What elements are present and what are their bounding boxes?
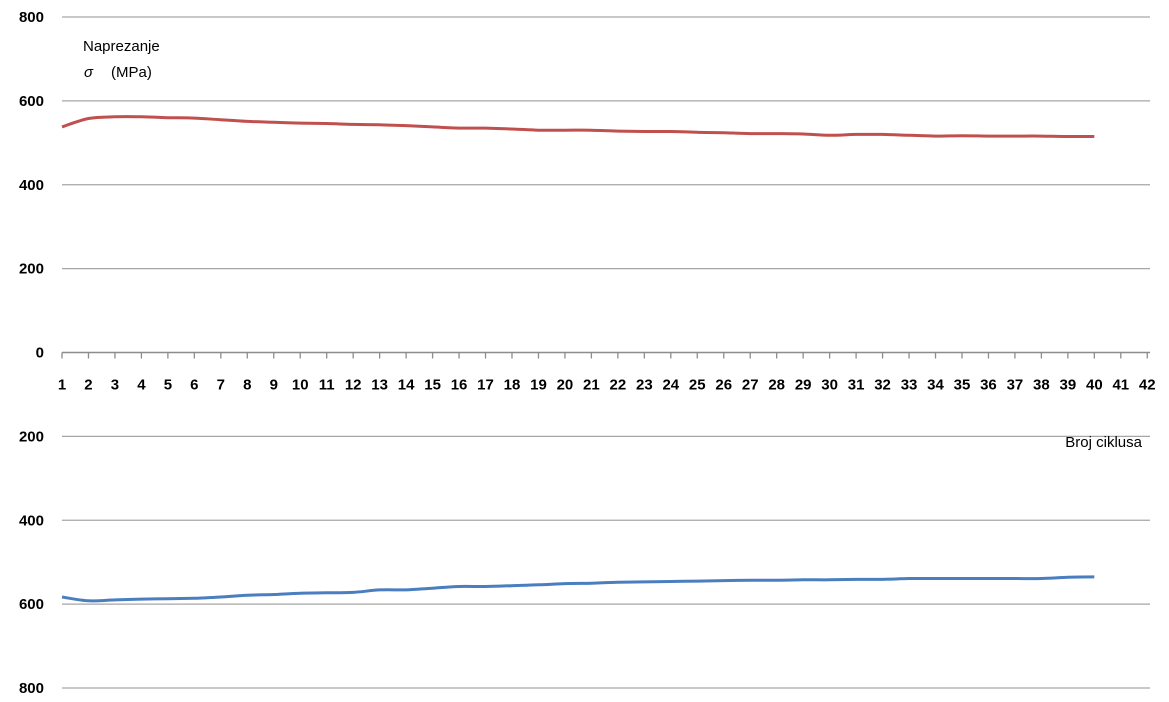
x-tick-label: 35: [954, 377, 971, 394]
x-tick-label: 37: [1007, 377, 1024, 394]
x-axis-ticks: 1 2 3 4 5 6 7 8 9 10 11 12 13 14 15 16 17 18 19 20 21 22 23 24 2…: [58, 352, 1156, 394]
x-tick-label: 12: [345, 377, 362, 394]
x-tick-label: 32: [874, 377, 891, 394]
x-tick-label: 27: [742, 377, 759, 394]
x-tick-label: 29: [795, 377, 812, 394]
x-tick-label: 33: [901, 377, 918, 394]
x-axis-label: Broj ciklusa: [1065, 434, 1142, 451]
x-tick-label: 3: [111, 377, 119, 394]
x-tick-label: 9: [270, 377, 278, 394]
x-tick-label: 22: [610, 377, 627, 394]
x-tick-label: 38: [1033, 377, 1050, 394]
x-tick-label: 2: [84, 377, 92, 394]
x-tick-label: 18: [504, 377, 521, 394]
x-tick-label: 23: [636, 377, 653, 394]
x-tick-label: 20: [557, 377, 574, 394]
x-tick-label: 11: [319, 377, 335, 394]
x-tick-label: 7: [217, 377, 225, 394]
x-tick-label: 6: [190, 377, 198, 394]
x-tick-label: 14: [398, 377, 415, 394]
x-tick-label: 15: [424, 377, 441, 394]
y-tick-label: 800: [19, 680, 44, 697]
y-tick-label: 200: [19, 428, 44, 445]
x-tick-label: 34: [927, 377, 944, 394]
x-tick-label: 5: [164, 377, 172, 394]
x-tick-label: 39: [1060, 377, 1077, 394]
gridlines: [62, 16, 1150, 689]
x-tick-label: 13: [371, 377, 388, 394]
x-tick-label: 24: [662, 377, 679, 394]
y-axis-symbol: σ: [84, 64, 94, 81]
y-tick-label: 400: [19, 177, 44, 194]
x-tick-label: 25: [689, 377, 706, 394]
compression-series-line: [61, 575, 1095, 603]
y-axis-label: Naprezanje: [83, 38, 160, 55]
y-axis-ticks: 800 600 400 200 0 200 400 600 800: [19, 9, 44, 697]
tension-series-line: [61, 115, 1095, 139]
x-tick-label: 36: [980, 377, 997, 394]
y-tick-label: 200: [19, 261, 44, 278]
x-tick-label: 28: [768, 377, 785, 394]
y-tick-label: 600: [19, 596, 44, 613]
y-tick-label: 600: [19, 93, 44, 110]
x-tick-label: 1: [58, 377, 66, 394]
x-tick-label: 26: [715, 377, 732, 394]
x-tick-label: 42: [1139, 377, 1156, 394]
x-tick-label: 16: [451, 377, 468, 394]
y-tick-label: 400: [19, 512, 44, 529]
x-tick-label: 17: [477, 377, 494, 394]
series-layer: [61, 115, 1095, 603]
x-tick-label: 8: [243, 377, 251, 394]
y-axis-unit: (MPa): [111, 64, 152, 81]
y-tick-label: 0: [36, 345, 44, 362]
x-tick-label: 21: [583, 377, 600, 394]
x-tick-label: 19: [530, 377, 547, 394]
x-tick-label: 31: [848, 377, 865, 394]
x-tick-label: 10: [292, 377, 309, 394]
y-tick-label: 800: [19, 9, 44, 26]
x-tick-label: 41: [1112, 377, 1129, 394]
x-tick-label: 40: [1086, 377, 1103, 394]
x-tick-label: 30: [821, 377, 838, 394]
x-tick-label: 4: [137, 377, 146, 394]
